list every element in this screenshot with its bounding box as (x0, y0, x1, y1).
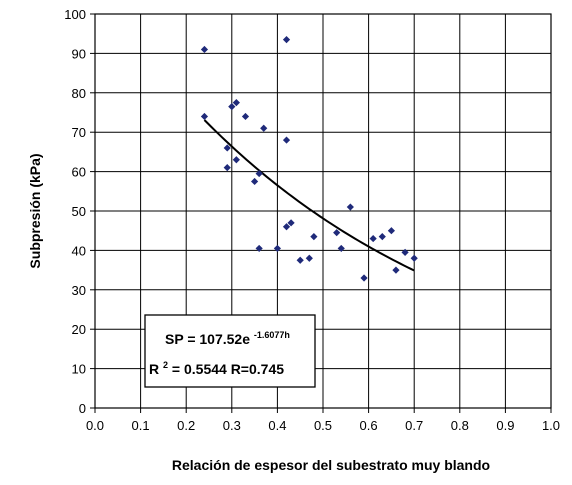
x-tick-label: 0.6 (360, 418, 378, 433)
data-point (223, 164, 231, 172)
tick-labels: 0.0 0.1 0.2 0.3 0.4 0.5 0.6 0.7 0.8 0.9 1.0 0 10 20 30… (64, 7, 560, 433)
equation-r-values: = 0.5544 R=0.745 (172, 361, 284, 377)
data-point (200, 112, 209, 121)
data-point (232, 99, 240, 107)
y-tick-label: 60 (72, 165, 86, 180)
data-point (346, 203, 354, 211)
data-point (223, 144, 231, 152)
equation-box: SP = 107.52e -1.6077h R 2 = 0.5544 R=0.7… (144, 314, 316, 388)
equation-main: SP = 107.52e (165, 331, 250, 347)
equation-line-2: R 2 = 0.5544 R=0.745 (149, 355, 284, 377)
y-tick-label: 20 (72, 322, 86, 337)
data-point (282, 36, 291, 44)
data-point (401, 248, 409, 256)
data-point (232, 156, 240, 164)
trendline (203, 119, 415, 272)
x-tick-label: 0.5 (314, 418, 332, 433)
equation-r-superscript: 2 (163, 360, 168, 370)
data-point (360, 274, 368, 282)
data-point (337, 244, 345, 253)
x-tick-label: 0.8 (451, 418, 469, 433)
y-tick-label: 0 (79, 401, 86, 416)
x-axis-title: Relación de espesor del subestrato muy b… (172, 457, 490, 473)
x-tick-label: 0.0 (86, 418, 104, 433)
equation-r: R (149, 361, 159, 377)
y-tick-label: 30 (72, 283, 86, 298)
data-point (378, 233, 386, 241)
x-tick-label: 0.2 (177, 418, 195, 433)
data-point (273, 244, 281, 253)
y-tick-label: 40 (72, 243, 86, 258)
data-points (200, 36, 418, 282)
x-tick-label: 0.9 (496, 418, 514, 433)
equation-box-frame (144, 314, 316, 388)
data-point (260, 124, 268, 132)
x-tick-label: 1.0 (542, 418, 560, 433)
y-axis-title: Subpresión (kPa) (27, 153, 43, 268)
equation-exponent: -1.6077h (254, 330, 290, 340)
data-point (410, 254, 418, 262)
x-tick-label: 0.4 (268, 418, 286, 433)
y-tick-label: 10 (72, 362, 86, 377)
data-point (228, 102, 236, 111)
y-tick-label: 90 (72, 46, 86, 61)
data-point (392, 266, 400, 274)
data-point (251, 177, 259, 186)
y-tick-label: 70 (72, 125, 86, 140)
data-point (310, 233, 318, 241)
data-point (200, 45, 209, 54)
data-point (282, 136, 291, 144)
data-point (305, 254, 313, 262)
data-point (241, 112, 250, 121)
plot-area-frame (94, 13, 552, 409)
grid (90, 13, 552, 413)
y-tick-label: 80 (72, 86, 86, 101)
equation-line-1: SP = 107.52e -1.6077h (165, 330, 290, 347)
data-point (282, 223, 291, 231)
y-tick-label: 50 (72, 204, 86, 219)
x-tick-label: 0.3 (223, 418, 241, 433)
x-tick-label: 0.7 (405, 418, 423, 433)
data-point (255, 169, 263, 178)
data-point (387, 227, 395, 235)
data-point (296, 256, 304, 264)
x-tick-label: 0.1 (132, 418, 150, 433)
data-point (369, 234, 377, 243)
data-point (255, 244, 263, 253)
y-tick-label: 100 (64, 7, 86, 22)
data-point (287, 219, 295, 227)
data-point (333, 229, 341, 237)
